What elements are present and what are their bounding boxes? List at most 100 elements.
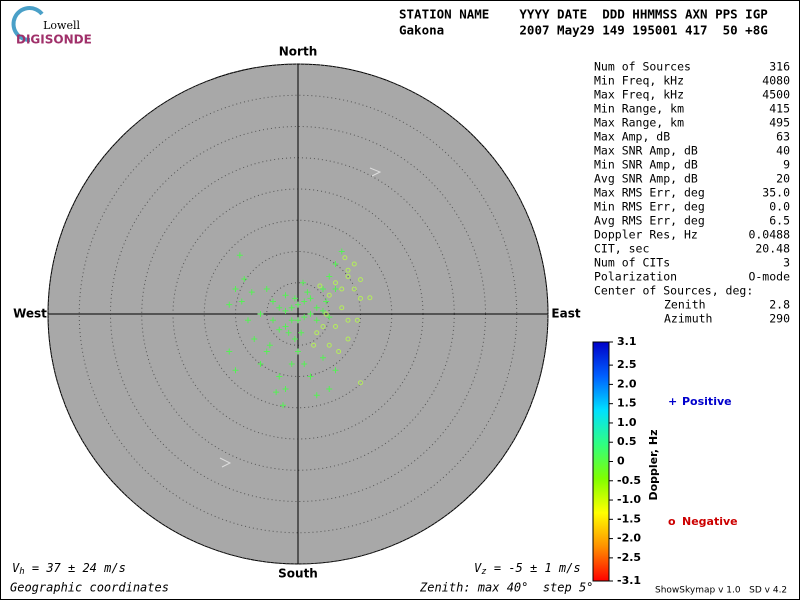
point — [295, 301, 301, 308]
stat-value: 3 — [783, 256, 790, 270]
logo-text: DIGISONDE — [16, 33, 92, 47]
stat-label: CIT, sec — [594, 242, 649, 256]
point — [282, 323, 289, 330]
point — [298, 329, 305, 336]
stat-value: 40 — [776, 144, 790, 158]
point — [226, 301, 233, 308]
stat-value: 316 — [769, 60, 790, 74]
direction: West — [13, 307, 47, 321]
point — [307, 311, 314, 317]
point — [291, 336, 298, 342]
point — [285, 329, 292, 336]
subscript: h — [19, 567, 24, 577]
stat-label: Num of CITs — [594, 256, 670, 270]
stat-label: Num of Sources — [594, 60, 691, 74]
stat-value: 6.5 — [769, 214, 790, 228]
point — [276, 373, 283, 380]
point — [333, 324, 338, 329]
stat-label: Max RMS Err, deg — [594, 186, 705, 200]
point — [288, 361, 295, 367]
point — [241, 276, 248, 282]
point — [304, 289, 311, 296]
point — [282, 386, 289, 392]
point — [276, 326, 283, 333]
velocity-text: = 37 ± 24 m/s — [25, 561, 126, 575]
point — [282, 292, 289, 299]
point — [345, 267, 351, 273]
colorbar-tick-label: 0.5 — [617, 435, 637, 448]
colorbar-label: Doppler, Hz — [647, 429, 660, 500]
stat-value: 415 — [769, 102, 790, 116]
velocity: Vh = 37 ± 24 m/s — [12, 561, 126, 577]
version: ShowSkymap v 1.0 SD v 4.2 — [655, 586, 787, 596]
legend-marker: + — [668, 395, 677, 408]
direction: North — [279, 45, 317, 59]
legend-label: Positive — [682, 395, 732, 408]
direction: East — [551, 307, 580, 321]
point — [367, 295, 373, 301]
stat-label: Zenith — [664, 298, 706, 312]
point — [280, 402, 286, 409]
point — [326, 273, 333, 280]
point — [351, 286, 357, 292]
point — [257, 311, 264, 317]
zenith-note: Zenith: max 40° step 5° — [419, 581, 593, 595]
colorbar-tick-label: 1.5 — [617, 397, 637, 410]
stat-label: Max Freq, kHz — [594, 88, 684, 102]
stat-label: Min Range, km — [594, 102, 684, 116]
logo-swoosh — [11, 6, 44, 43]
colorbar-tick-label: -1.0 — [617, 493, 641, 506]
colorbar-tick-label: -1.5 — [617, 512, 641, 525]
stat-label: Azimuth — [664, 312, 712, 326]
point — [313, 304, 320, 311]
point — [313, 392, 320, 399]
stat-value: 20 — [776, 172, 790, 186]
point — [276, 304, 283, 311]
symbol: V — [12, 561, 20, 575]
point — [338, 248, 345, 255]
colorbar-tick-label: 1.0 — [617, 416, 637, 429]
point — [320, 324, 326, 329]
point — [333, 280, 338, 286]
point — [342, 255, 348, 261]
point — [326, 292, 332, 298]
point — [307, 373, 314, 380]
point — [314, 330, 320, 336]
subscript: z — [481, 567, 486, 577]
center-title: Center of Sources, deg: — [594, 284, 753, 298]
colorbar-tick-label: 2.5 — [617, 358, 637, 371]
stat-label: Avg SNR Amp, dB — [594, 172, 698, 186]
point — [339, 286, 345, 292]
stat-label: Doppler Res, Hz — [594, 228, 698, 242]
stat-label: Min SNR Amp, dB — [594, 158, 698, 172]
point — [301, 314, 308, 321]
point — [291, 295, 298, 302]
point — [248, 289, 255, 296]
header-values: Gakona 2007 May29 149 195001 417 50 +8G — [399, 23, 768, 38]
stat-label: Min RMS Err, deg — [594, 200, 705, 214]
stat-value: 4080 — [762, 74, 790, 88]
point — [326, 342, 332, 348]
point — [320, 354, 326, 361]
point — [263, 348, 270, 355]
point — [236, 252, 243, 259]
stat-value: 35.0 — [762, 186, 790, 200]
stat-value: 290 — [769, 312, 790, 326]
point — [282, 307, 289, 314]
stat-value: 63 — [776, 130, 790, 144]
point — [238, 298, 245, 305]
direction: South — [278, 567, 318, 581]
colorbar-tick-label: -2.5 — [617, 551, 641, 564]
point — [311, 342, 317, 348]
point — [326, 386, 333, 392]
point — [358, 380, 363, 386]
point — [288, 304, 295, 311]
point — [326, 314, 333, 321]
point — [300, 279, 306, 286]
point — [263, 286, 270, 292]
point — [307, 295, 314, 302]
velocity: Vz = -5 ± 1 m/s — [474, 561, 581, 577]
stat-value: O-mode — [748, 270, 790, 284]
point — [288, 317, 295, 324]
